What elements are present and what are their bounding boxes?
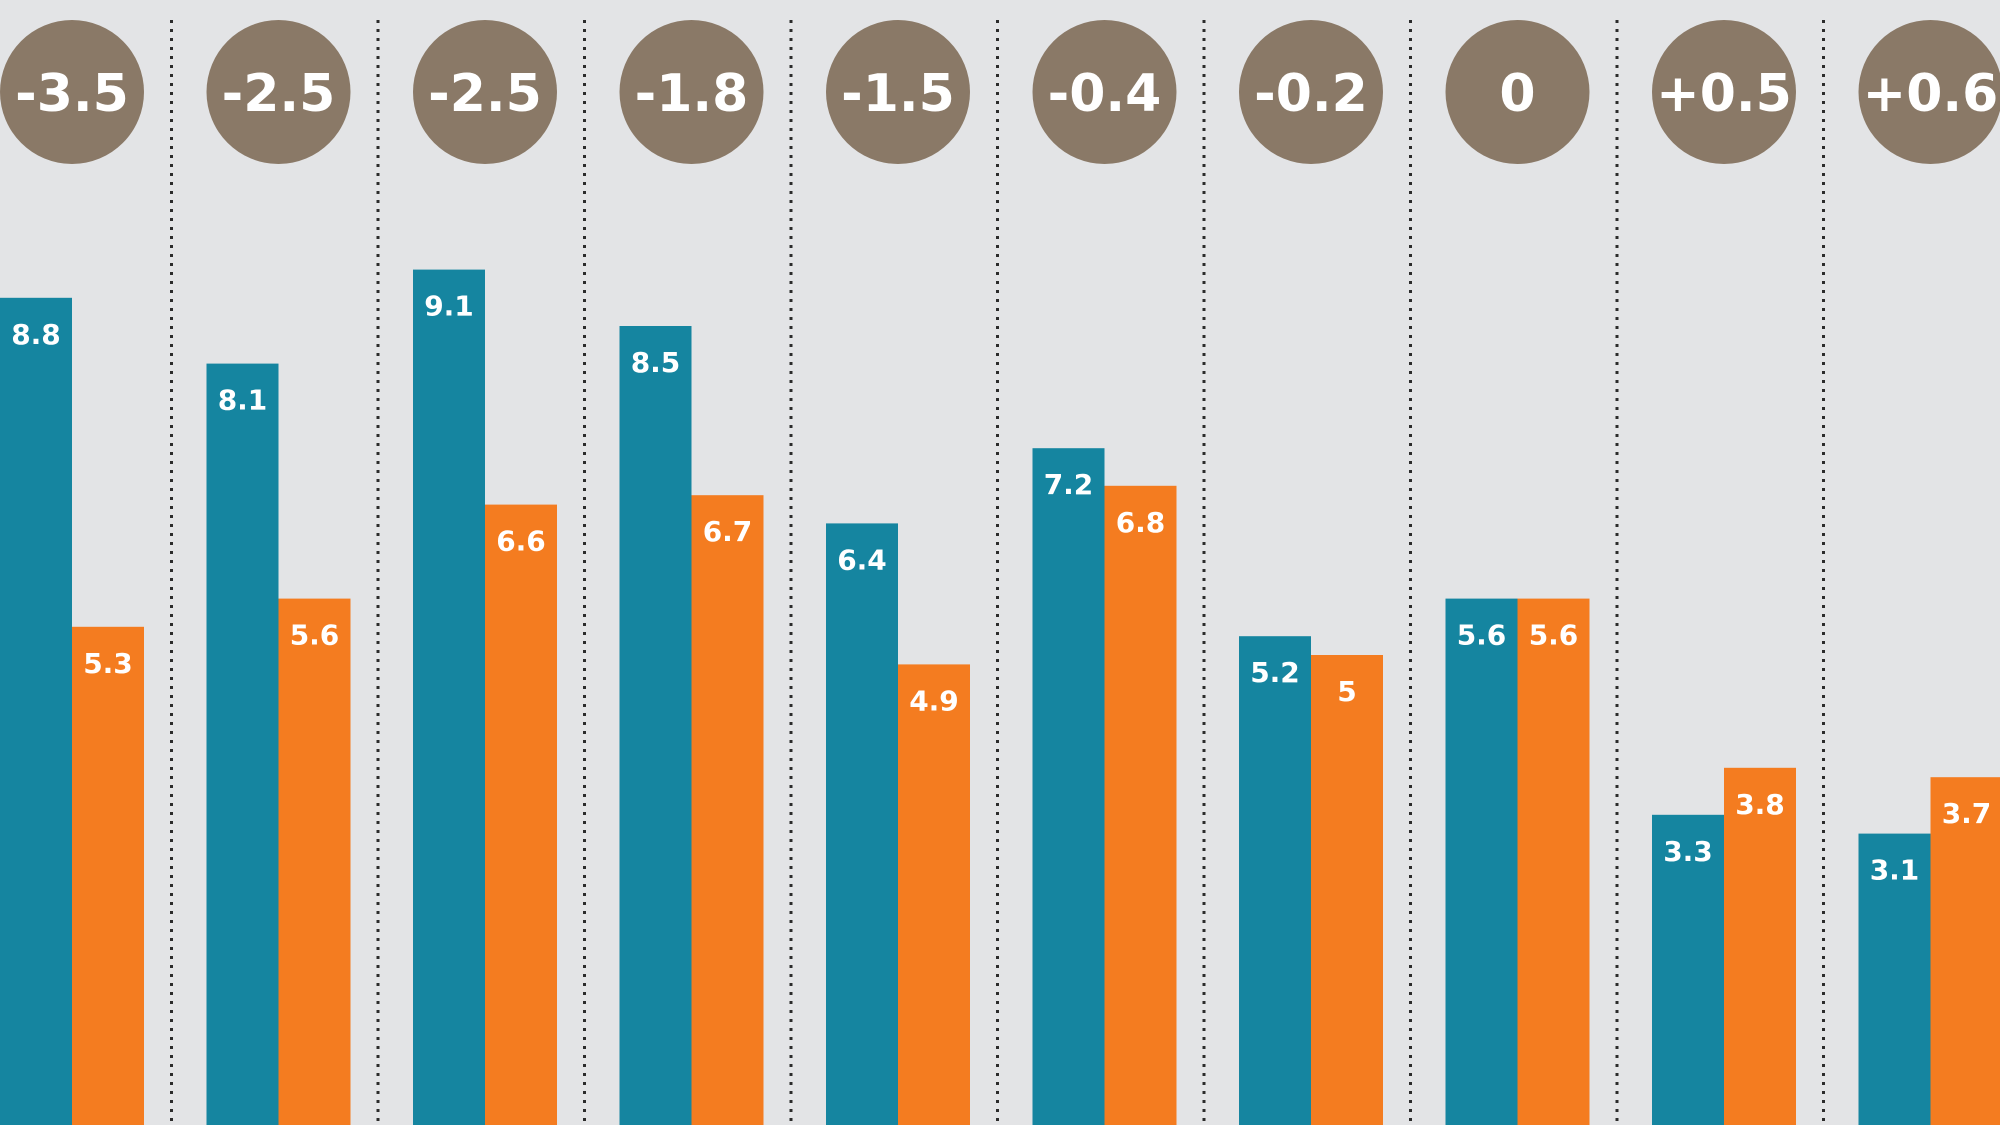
data-label-series-1-8: 5.6 bbox=[1457, 619, 1507, 652]
difference-badge-5 bbox=[826, 20, 970, 164]
difference-badge-1 bbox=[0, 20, 144, 164]
difference-badge-9 bbox=[1652, 20, 1796, 164]
data-label-series-1-2: 8.1 bbox=[218, 384, 268, 417]
bar-series-1-3 bbox=[413, 269, 485, 1125]
bar-series-1-8 bbox=[1445, 598, 1518, 1125]
difference-badge-label-3: -2.5 bbox=[428, 64, 542, 124]
bar-series-1-4 bbox=[619, 326, 692, 1125]
difference-badges: -3.5 -2.5 -2.5 -1.8 -1.5 -0.4 -0.2 0 +0.5 +0.6 bbox=[0, 20, 2000, 164]
difference-badge-label-1: -3.5 bbox=[15, 64, 129, 124]
data-label-series-2-2: 5.6 bbox=[290, 619, 340, 652]
bar-series-1-5 bbox=[826, 523, 898, 1125]
difference-badge-4 bbox=[619, 20, 764, 164]
bar-series-1-9 bbox=[1652, 814, 1724, 1125]
bar-series-2-5 bbox=[898, 664, 970, 1125]
bar-series-1-2 bbox=[206, 363, 279, 1125]
bar-series-2-6 bbox=[1104, 485, 1177, 1125]
bar-series-2-4 bbox=[691, 495, 764, 1125]
data-label-series-2-6: 6.8 bbox=[1116, 506, 1166, 539]
bar-series-2-2 bbox=[278, 598, 351, 1125]
difference-badge-3 bbox=[413, 20, 557, 164]
data-label-series-2-3: 6.6 bbox=[496, 525, 546, 558]
data-label-series-2-9: 3.8 bbox=[1735, 788, 1785, 821]
difference-badge-label-6: -0.4 bbox=[1048, 64, 1162, 124]
bar-series-2-9 bbox=[1724, 767, 1796, 1125]
data-label-series-1-4: 8.5 bbox=[631, 346, 681, 379]
data-label-series-2-7: 5 bbox=[1337, 675, 1356, 708]
bar-series-1-1 bbox=[0, 297, 72, 1125]
difference-badge-label-4: -1.8 bbox=[635, 64, 749, 124]
data-label-series-1-3: 9.1 bbox=[424, 290, 474, 323]
data-label-series-2-5: 4.9 bbox=[909, 684, 959, 717]
data-label-series-1-1: 8.8 bbox=[11, 318, 61, 351]
bar-series-2-3 bbox=[485, 504, 557, 1125]
data-label-series-1-6: 7.2 bbox=[1044, 468, 1094, 501]
data-label-series-2-10: 3.7 bbox=[1942, 797, 1992, 830]
data-label-series-1-9: 3.3 bbox=[1663, 835, 1713, 868]
bar-series-1-7 bbox=[1239, 636, 1311, 1125]
difference-badge-7 bbox=[1239, 20, 1383, 164]
difference-badge-6 bbox=[1032, 20, 1177, 164]
bar-series-1-10 bbox=[1858, 833, 1931, 1125]
bars-layer: 8.8 5.3 8.1 5.6 9.1 6.6 8.5 6.7 6.4 4.9 7.2 6.8 5.2 5… bbox=[0, 269, 2000, 1125]
bar-series-2-7 bbox=[1311, 655, 1383, 1125]
bar-series-2-8 bbox=[1517, 598, 1590, 1125]
difference-badge-2 bbox=[206, 20, 351, 164]
data-label-series-2-4: 6.7 bbox=[703, 515, 753, 548]
data-label-series-2-1: 5.3 bbox=[83, 647, 133, 680]
difference-badge-label-9: +0.5 bbox=[1656, 64, 1792, 124]
difference-badge-label-5: -1.5 bbox=[841, 64, 955, 124]
difference-badge-label-8: 0 bbox=[1499, 64, 1535, 124]
group-dividers bbox=[170, 20, 1825, 1125]
difference-badge-label-10: +0.6 bbox=[1863, 64, 1999, 124]
difference-badge-label-7: -0.2 bbox=[1254, 64, 1368, 124]
difference-badge-10 bbox=[1858, 20, 2000, 164]
difference-badge-label-2: -2.5 bbox=[222, 64, 336, 124]
data-label-series-1-5: 6.4 bbox=[837, 543, 887, 576]
difference-badge-8 bbox=[1445, 20, 1590, 164]
bar-series-2-1 bbox=[72, 626, 144, 1125]
data-label-series-1-7: 5.2 bbox=[1250, 656, 1300, 689]
bar-series-2-10 bbox=[1930, 777, 2000, 1125]
bar-series-1-6 bbox=[1032, 448, 1105, 1125]
data-label-series-2-8: 5.6 bbox=[1529, 619, 1579, 652]
data-label-series-1-10: 3.1 bbox=[1870, 854, 1920, 887]
